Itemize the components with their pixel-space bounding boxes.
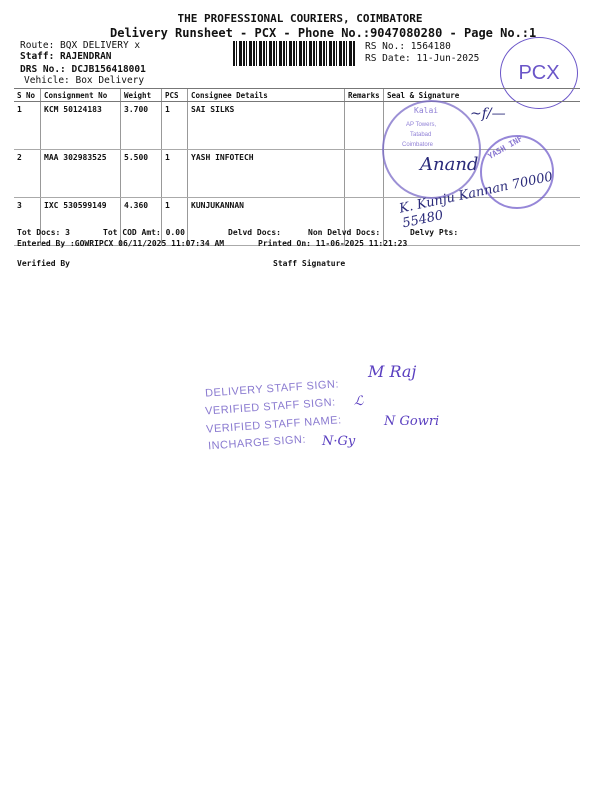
cell-consignment: MAA 302983525 [40, 149, 121, 198]
cell-seal [383, 197, 580, 246]
cell-sno: 2 [14, 149, 41, 198]
cell-remarks [344, 149, 384, 198]
printed-on: Printed On: 11-06-2025 11:21:23 [258, 239, 408, 248]
delvd-docs: Delvd Docs: [228, 228, 281, 237]
cell-weight: 4.360 [120, 197, 162, 246]
signature-row1: ~f/— [470, 106, 506, 122]
cell-remarks [344, 197, 384, 246]
signature-incharge: N·Gy [322, 434, 356, 449]
signature-delivery: M Raj [368, 362, 417, 381]
cell-remarks [344, 101, 384, 150]
non-delvd-docs: Non Delvd Docs: [308, 228, 381, 237]
seal-text: Kalai [414, 106, 439, 115]
col-pcs: PCS [161, 88, 188, 102]
barcode [233, 41, 355, 66]
cell-consignment: KCM 50124183 [40, 101, 121, 150]
col-seal: Seal & Signature [383, 88, 580, 102]
pcx-stamp-text: PCX [518, 61, 560, 84]
verified-by: Verified By [17, 259, 70, 268]
company-title: THE PROFESSIONAL COURIERS, COIMBATORE [177, 12, 423, 25]
tot-docs: Tot Docs: 3 [17, 228, 70, 237]
col-sno: S No [14, 88, 41, 102]
delvy-pts: Delvy Pts: [410, 228, 459, 237]
staff-signature: Staff Signature [273, 259, 346, 268]
col-remarks: Remarks [344, 88, 384, 102]
cell-consignee: KUNJUKANNAN [187, 197, 345, 246]
seal-text: AP Towers, [406, 122, 437, 128]
seal-text: Tatabad [410, 132, 432, 138]
cell-pcs: 1 [161, 197, 188, 246]
cell-sno: 3 [14, 197, 41, 246]
incharge-sign: INCHARGE SIGN: [207, 433, 307, 453]
cell-consignment: IXC 530599149 [40, 197, 121, 246]
delivery-staff-sign: DELIVERY STAFF SIGN: [204, 378, 340, 400]
cell-weight: 3.700 [120, 101, 162, 150]
table-row: 3 IXC 530599149 4.360 1 KUNJUKANNAN [14, 197, 580, 246]
rs-date: RS Date: 11-Jun-2025 [365, 53, 480, 64]
runsheet-subtitle: Delivery Runsheet - PCX - Phone No.:9047… [110, 26, 537, 40]
tot-cod: Tot COD Amt: 0.00 [103, 228, 185, 237]
yash-seal-stamp: YASH INF [480, 134, 554, 209]
signature-verified: ℒ [354, 394, 364, 409]
rs-no: RS No.: 1564180 [365, 41, 451, 52]
drs-no: DRS No.: DCJB156418001 [20, 64, 146, 75]
table-header: S No Consignment No Weight PCS Consignee… [14, 88, 580, 102]
seal-text: Coimbatore [402, 142, 434, 148]
cell-weight: 5.500 [120, 149, 162, 198]
table-row: 1 KCM 50124183 3.700 1 SAI SILKS [14, 101, 580, 150]
verified-staff-sign: VERIFIED STAFF SIGN: [204, 396, 337, 418]
staff: Staff: RAJENDRAN [20, 51, 112, 62]
entered-by: Entered By :GOWRIPCX 06/11/2025 11:07:34… [17, 239, 225, 248]
route: Route: BQX DELIVERY x [20, 40, 141, 51]
signature-row2: Anand [420, 154, 479, 175]
cell-consignee: YASH INFOTECH [187, 149, 345, 198]
cell-pcs: 1 [161, 149, 188, 198]
col-weight: Weight [120, 88, 162, 102]
col-consignment: Consignment No [40, 88, 121, 102]
signature-verified-name: N Gowri [384, 414, 440, 429]
cell-pcs: 1 [161, 101, 188, 150]
col-consignee: Consignee Details [187, 88, 345, 102]
vehicle: Vehicle: Box Delivery [24, 75, 145, 86]
cell-consignee: SAI SILKS [187, 101, 345, 150]
company-seal-stamp: Kalai AP Towers, Tatabad Coimbatore [382, 100, 481, 199]
cell-sno: 1 [14, 101, 41, 150]
verified-staff-name: VERIFIED STAFF NAME: [205, 414, 342, 436]
